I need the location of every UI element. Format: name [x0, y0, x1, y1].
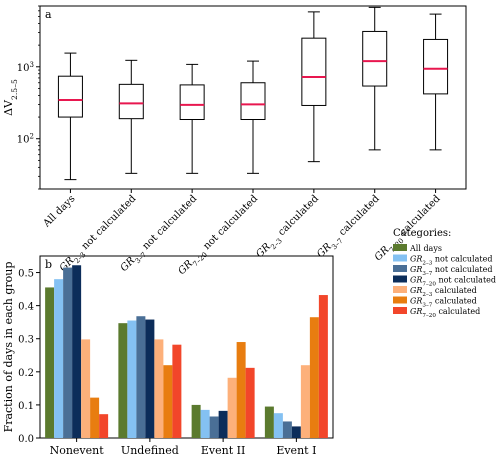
legend-entry: All days — [409, 244, 442, 253]
bar-nonevent-5 — [81, 339, 91, 438]
bar-undefined-3 — [136, 316, 146, 438]
bar-nonevent-4 — [72, 265, 82, 438]
bar-event-ii-6 — [236, 342, 246, 438]
y-tick-label: 0.4 — [18, 302, 34, 313]
box-5 — [301, 11, 327, 163]
bar-event-ii-5 — [227, 377, 237, 438]
bar-nonevent-1 — [45, 287, 55, 438]
bar-nonevent-3 — [63, 267, 73, 438]
legend-swatch — [393, 244, 407, 251]
bar-event-ii-3 — [209, 416, 219, 438]
bar-event-i-6 — [309, 317, 319, 438]
bar-nonevent-6 — [90, 397, 100, 438]
bar-event-ii-7 — [245, 367, 255, 438]
box-iqr — [179, 84, 205, 121]
legend-swatch — [393, 307, 407, 314]
legend-swatch — [393, 265, 407, 272]
box-iqr — [301, 37, 327, 106]
y-axis-label: Fraction of days in each group — [2, 262, 15, 433]
bar-undefined-2 — [127, 320, 137, 438]
bar-undefined-6 — [163, 365, 173, 438]
bar-undefined-4 — [145, 319, 155, 438]
bar-event-i-1 — [264, 406, 274, 438]
y-tick-label: 0.3 — [18, 335, 34, 346]
legend-entry: GR2–3 not calculated — [410, 255, 492, 267]
legend-swatch — [393, 275, 407, 283]
y-tick-label: 0.2 — [18, 368, 34, 379]
bar-undefined-5 — [154, 339, 164, 438]
bar-nonevent-7 — [99, 414, 109, 438]
box-iqr — [57, 75, 83, 118]
x-tick-label: Nonevent — [50, 444, 105, 457]
y-tick-label: 103 — [17, 61, 34, 74]
box-iqr — [423, 38, 449, 95]
y-tick-label: 0.0 — [18, 434, 34, 445]
panel-label: b — [45, 258, 52, 271]
box-2 — [118, 59, 144, 174]
box-iqr — [362, 30, 388, 87]
bar-nonevent-2 — [54, 279, 64, 438]
legend-swatch — [393, 254, 407, 262]
y-tick-label: 0.5 — [18, 269, 34, 280]
bar-event-i-4 — [291, 426, 301, 438]
box-iqr — [240, 82, 266, 121]
bar-event-i-3 — [282, 421, 292, 438]
panel-label: a — [45, 8, 52, 21]
box-4 — [240, 60, 266, 174]
box-6 — [362, 6, 388, 151]
bar-event-i-2 — [273, 413, 283, 438]
legend-entry: GR3–7 calculated — [410, 297, 477, 309]
bar-undefined-7 — [172, 344, 182, 438]
bar-undefined-1 — [118, 323, 128, 438]
box-iqr — [118, 83, 144, 120]
x-tick-label: All days — [41, 193, 78, 230]
x-tick-label: Event I — [276, 444, 316, 457]
legend-entry: GR7–20 not calculated — [410, 276, 496, 288]
x-tick-label: Undefined — [121, 444, 179, 457]
legend-entry: GR7–20 calculated — [410, 307, 480, 319]
y-tick-label: 0.1 — [18, 401, 34, 412]
bar-event-ii-2 — [200, 409, 210, 438]
box-7 — [423, 13, 449, 151]
legend-swatch — [393, 296, 407, 304]
bar-event-i-5 — [300, 365, 310, 438]
legend-title: Categories: — [393, 228, 451, 239]
x-tick-label: GR3–7 calculated — [315, 193, 384, 262]
x-tick-label: GR2–3 calculated — [254, 193, 323, 262]
box-1 — [57, 52, 83, 181]
y-axis-label: ΔV2.5–5 — [2, 79, 19, 116]
legend-entry: GR2–3 calculated — [410, 286, 477, 298]
plot-frame — [39, 255, 334, 439]
box-3 — [179, 63, 205, 174]
x-tick-label: Event II — [201, 444, 245, 457]
bar-event-i-7 — [318, 295, 328, 438]
bar-event-ii-1 — [191, 404, 201, 438]
legend-swatch — [393, 286, 407, 293]
legend-entry: GR3–7 not calculated — [410, 265, 492, 277]
bar-event-ii-4 — [218, 410, 228, 438]
y-tick-label: 102 — [17, 133, 34, 146]
